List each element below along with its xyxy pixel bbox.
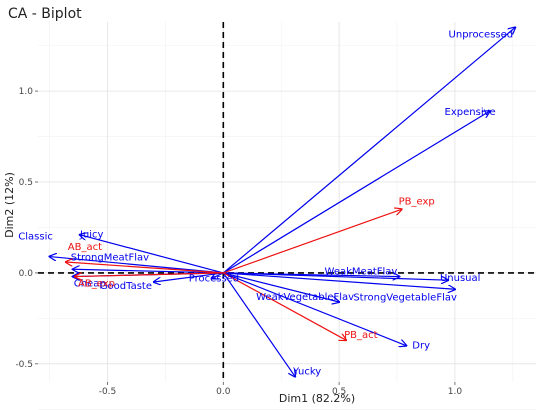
label-ab-act: AB_act: [68, 242, 102, 253]
label-processed: Processed: [189, 273, 239, 284]
label-unusual: Unusual: [440, 273, 480, 284]
label-classic: Classic: [18, 232, 53, 243]
arrow-ab-act: [66, 262, 224, 274]
y-tick-label: 0.5: [19, 178, 33, 188]
label-dry: Dry: [412, 341, 430, 352]
arrow-weakvegetableflav: [223, 272, 339, 302]
label-strongvegetableflav: StrongVegetableFlav: [353, 292, 457, 303]
arrow-weakmeatflav: [223, 272, 399, 277]
y-axis-title: Dim2 (12%): [3, 172, 16, 238]
label-expensive: Expensive: [445, 107, 496, 118]
label-strongmeatflav: StrongMeatFlav: [71, 252, 149, 263]
label-weakmeatflav: WeakMeatFlav: [325, 267, 398, 278]
label-pb-act: PB_act: [344, 330, 378, 341]
x-axis-title: Dim1 (82.2%): [279, 392, 355, 405]
label-yucky: Yucky: [292, 367, 321, 378]
label-pb-exp: PB_exp: [399, 196, 435, 207]
label-juicy: Juicy: [79, 230, 104, 241]
arrow-juicy: [80, 235, 224, 274]
arrow-yucky: [222, 272, 295, 377]
arrow-ab-exp: [75, 272, 224, 277]
plot-panel: [38, 22, 536, 382]
x-tick-label: -0.5: [99, 387, 117, 397]
y-tick-label: 1.0: [19, 87, 34, 97]
arrow-labels-layer: Unprocessed Expensive Unusual WeakMeatFlav S…: [18, 29, 513, 377]
arrow-processed: [212, 273, 224, 278]
arrow-dry: [223, 272, 406, 346]
label-goodtaste: GoodTaste: [100, 281, 152, 292]
label-ab-exp: AB_exp: [78, 279, 115, 290]
reference-lines: [38, 22, 536, 382]
x-tick-label: 0.5: [332, 387, 346, 397]
y-tick-label: 0.0: [19, 269, 34, 279]
arrows-layer: [50, 27, 516, 376]
axis-ticks: -0.5 0.0 0.5 1.0 -0.5 0.0 0.5 1.0: [15, 87, 462, 397]
arrow-pb-exp: [223, 209, 401, 274]
arrow-unprocessed: [222, 27, 515, 274]
y-tick-label: -0.5: [15, 360, 33, 370]
label-weakvegetableflav: WeakVegetableFlav: [256, 292, 354, 303]
x-tick-label: 0.0: [216, 387, 231, 397]
arrow-expensive: [222, 111, 489, 274]
arrow-classic: [50, 257, 224, 274]
chart-title: CA - Biplot: [8, 6, 82, 22]
x-tick-label: 1.0: [448, 387, 463, 397]
arrow-pb-act: [223, 272, 346, 340]
arrow-strongmeatflav: [73, 269, 224, 274]
label-cheap: Cheap: [74, 279, 106, 290]
arrow-strongvegetableflav: [223, 272, 455, 289]
label-unprocessed: Unprocessed: [449, 29, 514, 40]
